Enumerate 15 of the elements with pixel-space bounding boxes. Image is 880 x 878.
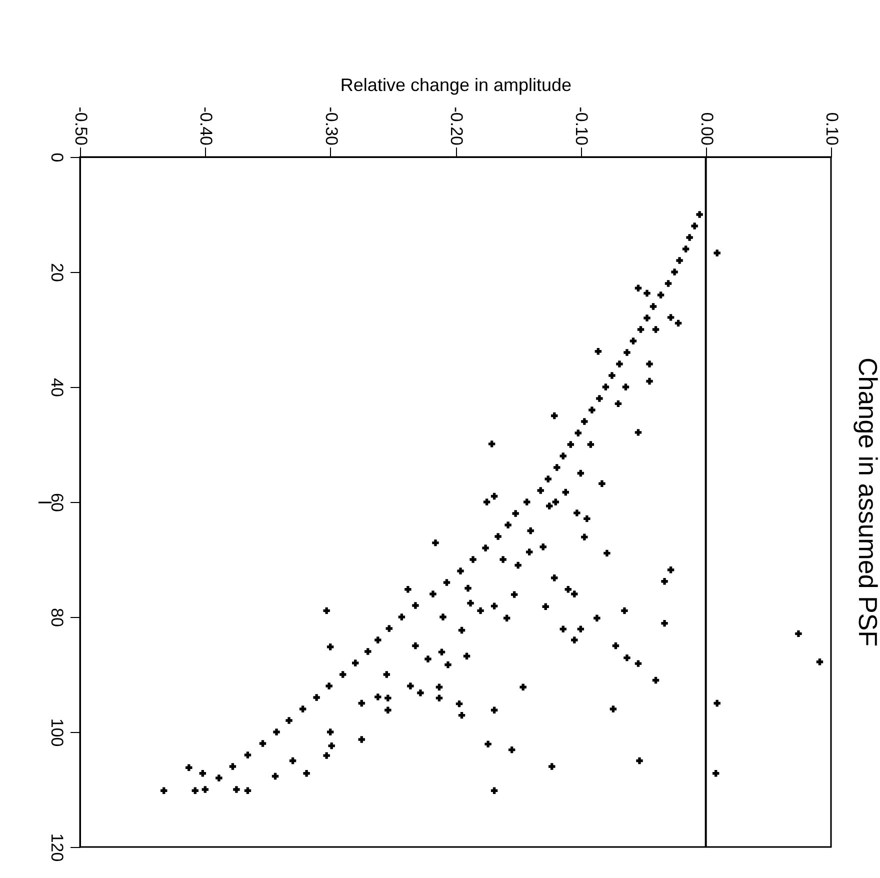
- y-tick-label: 0: [48, 152, 66, 162]
- x-tick-label: -0.30: [322, 106, 341, 146]
- x-tick-label: -0.10: [572, 106, 592, 146]
- x-axis-title: Relative change in amplitude: [340, 74, 572, 95]
- x-tick-label: -0.50: [72, 106, 90, 146]
- x-tick-label: -0.40: [196, 106, 216, 146]
- y-tick-label: 80: [48, 608, 66, 627]
- x-tick-label: 0.00: [697, 112, 716, 146]
- y-tick-label: 120: [48, 833, 66, 862]
- y-tick-label: 100: [48, 718, 66, 747]
- y-tick-label: 40: [48, 378, 66, 397]
- x-tick-label: -0.20: [447, 106, 466, 146]
- y-tick-label: 20: [48, 263, 66, 282]
- x-tick-label: 0.10: [822, 112, 842, 146]
- text: Change in assumed PSF: [853, 357, 880, 647]
